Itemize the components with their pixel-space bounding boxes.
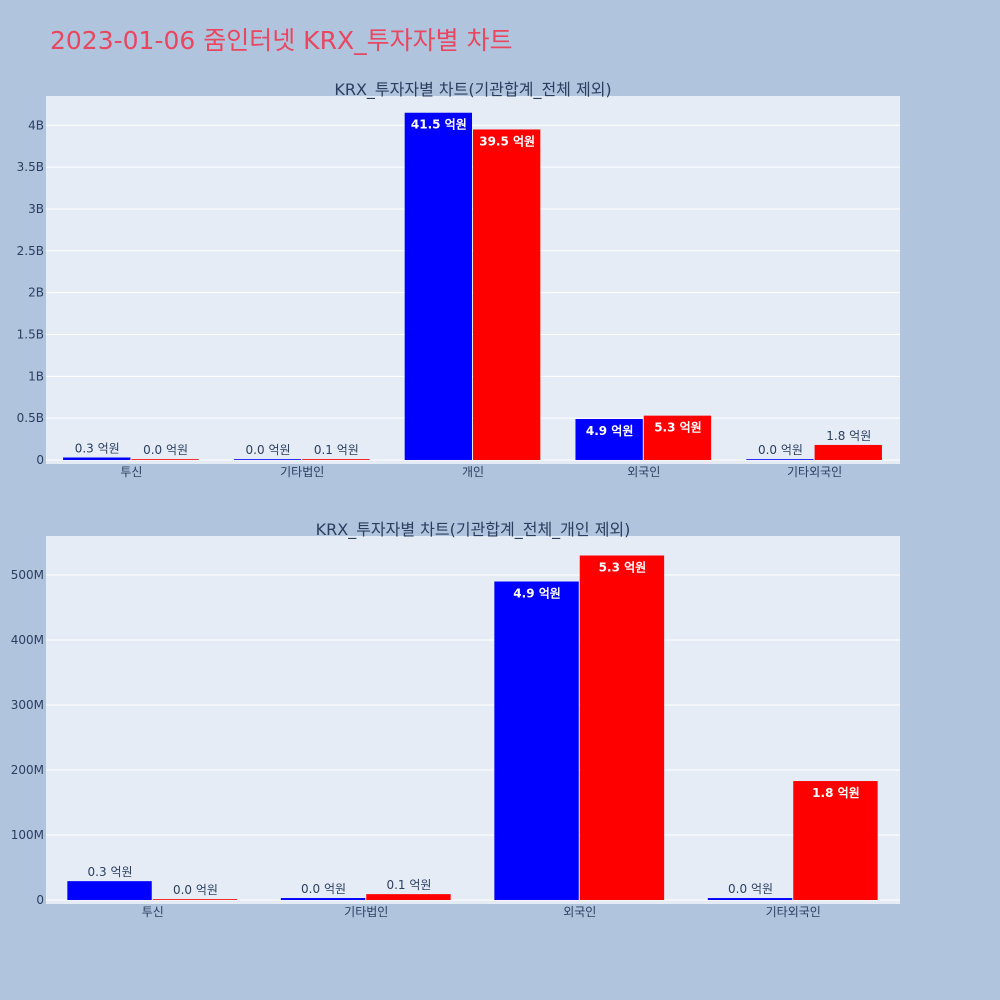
y-tick-label: 500M (11, 568, 44, 582)
data-label: 1.8 억원 (826, 429, 871, 443)
data-label: 39.5 억원 (479, 134, 535, 148)
bar (131, 459, 199, 460)
data-label: 4.9 억원 (586, 424, 634, 438)
bar (793, 781, 878, 900)
main-title: 2023-01-06 줌인터넷 KRX_투자자별 차트 (50, 26, 513, 55)
x-tick-label: 외국인 (627, 465, 660, 479)
y-tick-label: 3.5B (17, 160, 44, 174)
x-tick-label: 투신 (120, 465, 142, 479)
bar (302, 459, 370, 460)
y-tick-label: 2B (28, 286, 44, 300)
data-label: 0.1 억원 (386, 878, 431, 892)
y-tick-label: 100M (11, 828, 44, 842)
bar (67, 881, 152, 900)
y-tick-label: 0 (36, 893, 44, 907)
chart-bottom: KRX_투자자별 차트(기관합계_전체_개인 제외) 0 100M 200M 300M… (11, 520, 900, 919)
bar (366, 894, 451, 900)
y-tick-label: 300M (11, 698, 44, 712)
data-label: 4.9 억원 (513, 587, 561, 601)
bar (575, 418, 643, 460)
y-tick-label: 0.5B (17, 411, 44, 425)
bar (63, 457, 131, 460)
bar (707, 898, 793, 900)
x-tick-label: 기타외국인 (787, 465, 842, 479)
bar (579, 555, 665, 900)
y-tick-label: 400M (11, 633, 44, 647)
bar (233, 459, 302, 460)
bar (746, 459, 814, 460)
data-label: 41.5 억원 (411, 118, 467, 132)
bar (643, 415, 712, 460)
y-tick-label: 1B (28, 369, 44, 383)
y-tick-label: 200M (11, 763, 44, 777)
chart-bottom-title: KRX_투자자별 차트(기관합계_전체_개인 제외) (316, 520, 631, 540)
x-tick-label: 개인 (462, 465, 484, 479)
bar (152, 899, 238, 900)
data-label: 0.1 억원 (314, 443, 359, 457)
x-tick-label: 기타법인 (280, 465, 324, 479)
data-label: 0.0 억원 (173, 883, 218, 897)
data-label: 5.3 억원 (599, 561, 647, 575)
data-label: 0.0 억원 (143, 443, 188, 457)
y-tick-label: 4B (28, 118, 44, 132)
data-label: 0.3 억원 (88, 865, 133, 879)
data-label: 1.8 억원 (812, 786, 860, 800)
plot-area-bottom (46, 536, 900, 904)
bar (280, 898, 366, 900)
bar (404, 112, 472, 461)
x-tick-label: 기타법인 (344, 905, 388, 919)
data-label: 0.3 억원 (75, 441, 120, 455)
y-tick-label: 1.5B (17, 327, 44, 341)
x-tick-label: 기타외국인 (766, 905, 821, 919)
bar (814, 444, 882, 460)
y-tick-label: 2.5B (17, 244, 44, 258)
data-label: 0.0 억원 (758, 443, 803, 457)
data-label: 0.0 억원 (301, 882, 346, 896)
x-tick-label: 투신 (142, 905, 164, 919)
data-label: 0.0 억원 (728, 882, 773, 896)
data-label: 5.3 억원 (654, 421, 702, 435)
data-label: 0.0 억원 (246, 443, 291, 457)
bar (494, 581, 579, 900)
y-tick-label: 0 (36, 453, 44, 467)
bar (473, 129, 541, 461)
x-tick-label: 외국인 (563, 905, 596, 919)
y-tick-label: 3B (28, 202, 44, 216)
chart-top-title: KRX_투자자별 차트(기관합계_전체 제외) (334, 80, 611, 100)
chart-top: KRX_투자자별 차트(기관합계_전체 제외) 0 0.5B 1B 1.5B 2B 2.5… (17, 80, 900, 479)
